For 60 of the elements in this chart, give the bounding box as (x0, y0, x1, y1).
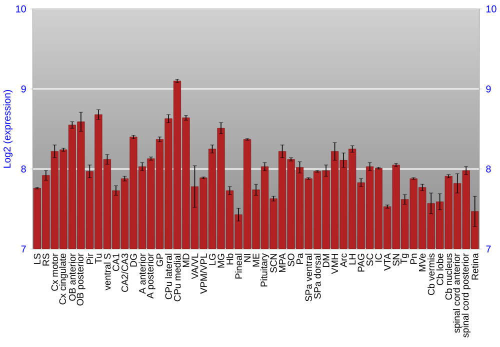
x-tick-label: VA/VL (191, 253, 198, 279)
x-tick-label: LS (34, 254, 40, 264)
y-tick-label: 8 (21, 165, 26, 172)
x-tick-label: Hb (226, 253, 234, 264)
x-tick-label: SC (366, 253, 374, 266)
x-tick-label: LH (349, 254, 356, 264)
x-tick-label: CA2/CA3 (121, 253, 128, 292)
x-tick-label: SO (288, 254, 294, 266)
x-tick-label: CA1 (112, 254, 120, 271)
x-tick-label: VPM/VPL (200, 253, 207, 294)
x-tick-label: VTA (384, 253, 391, 271)
y2-tick-label: 9 (486, 85, 491, 92)
x-tick-label: PAG (358, 254, 364, 272)
x-tick-label: OB posterior (76, 253, 86, 306)
x-tick-label: OB anterior (68, 253, 76, 301)
x-tick-label: CPu medial (174, 254, 181, 302)
x-tick-label: MD (182, 254, 190, 267)
x-tick-label: Pir (86, 253, 94, 264)
x-tick-label: A anterior (138, 253, 146, 294)
x-tick-label: MG (218, 254, 224, 268)
x-tick-label: Tg (400, 254, 410, 264)
x-tick-label: IC (375, 253, 382, 262)
y2-tick-label: 7 (486, 246, 491, 252)
x-tick-label: CPu lateral (165, 254, 172, 300)
x-tick-label: Pn (410, 254, 417, 264)
x-tick-label: ME (252, 253, 260, 266)
y-axis-title: Log2 (expression) (3, 90, 13, 168)
x-tick-label: Pituitary (260, 253, 270, 286)
x-tick-label: Retina (471, 253, 478, 280)
y-tick-label: 9 (21, 85, 26, 92)
x-tick-label: Arc (340, 253, 347, 268)
x-tick-label: A posterior (146, 253, 156, 298)
x-tick-label: Cb nucleus (445, 253, 452, 300)
x-tick-label: Cb vermis (428, 253, 435, 295)
x-tick-label: NI (244, 254, 250, 262)
x-tick-label: DG (130, 254, 137, 266)
y2-tick-label: 8 (486, 165, 491, 172)
x-tick-label: SCN (270, 254, 277, 272)
x-tick-label: GP (156, 254, 164, 266)
y-tick-label: 7 (21, 246, 26, 252)
x-tick-label: Pineal (235, 254, 242, 278)
x-tick-label: RS (42, 254, 50, 266)
x-tick-label: Tu (95, 254, 102, 264)
x-tick-label: Cx cingulate (59, 254, 68, 304)
x-tick-label: Pa (296, 253, 304, 264)
x-tick-label: SPa dorsal (314, 254, 321, 299)
x-tick-label: spinal cord anterior (452, 253, 462, 333)
x-tick-label: SPa ventral (305, 254, 312, 302)
x-tick-label: Cx motor (51, 253, 58, 291)
x-tick-label: LG (208, 254, 216, 265)
x-tick-label: VMH (332, 254, 338, 274)
x-tick-label: SN (392, 254, 400, 266)
x-tick-label: spinal cord posterior (462, 253, 470, 338)
y-tick-label: 10 (16, 5, 26, 12)
x-tick-label: MPA (279, 253, 286, 272)
y2-tick-label: 10 (486, 5, 496, 12)
x-tick-label: Cb lobe (436, 254, 444, 285)
x-tick-label: MVe (419, 253, 426, 272)
x-tick-label: ventral S (104, 254, 111, 290)
x-tick-label: DM (322, 254, 330, 267)
